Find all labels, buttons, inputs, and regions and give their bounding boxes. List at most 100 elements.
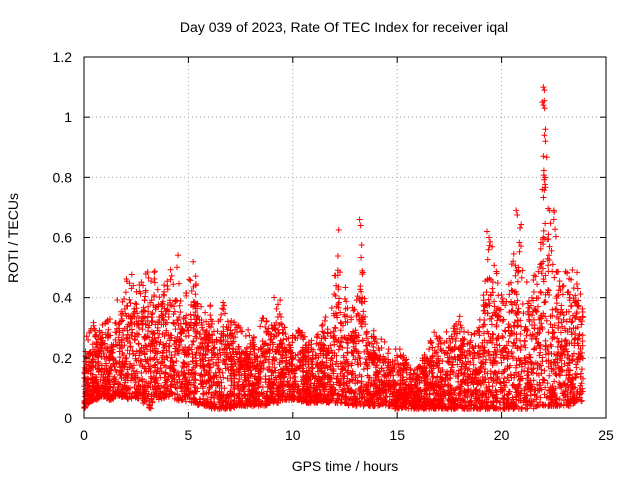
- roti-point: [512, 272, 519, 279]
- roti-point: [493, 270, 500, 277]
- roti-point: [272, 396, 279, 403]
- roti-point: [338, 320, 345, 327]
- roti-point: [474, 327, 481, 334]
- roti-point: [279, 358, 286, 365]
- roti-point: [224, 338, 231, 345]
- roti-point: [573, 280, 580, 287]
- roti-point: [248, 387, 255, 394]
- roti-point: [537, 261, 544, 268]
- roti-point: [222, 346, 229, 353]
- roti-point: [326, 372, 333, 379]
- roti-point: [292, 373, 299, 380]
- roti-point: [440, 347, 447, 354]
- roti-point: [541, 367, 548, 374]
- roti-point: [118, 361, 125, 368]
- roti-point: [540, 310, 547, 317]
- roti-point: [447, 339, 454, 346]
- roti-point: [128, 271, 135, 278]
- roti-point: [114, 297, 121, 304]
- roti-point: [337, 319, 344, 326]
- roti-point: [406, 371, 413, 378]
- roti-point: [123, 335, 130, 342]
- roti-point: [355, 312, 362, 319]
- roti-point: [116, 348, 123, 355]
- roti-point: [344, 382, 351, 389]
- roti-point: [232, 348, 239, 355]
- roti-point: [348, 377, 355, 384]
- roti-point: [128, 395, 135, 402]
- roti-point: [118, 375, 125, 382]
- roti-point: [147, 405, 154, 412]
- roti-point: [269, 360, 276, 367]
- roti-point: [491, 262, 498, 269]
- roti-point: [499, 295, 506, 302]
- roti-point: [168, 272, 175, 279]
- roti-point: [400, 362, 407, 369]
- roti-point: [168, 354, 175, 361]
- roti-point: [461, 370, 468, 377]
- roti-point: [538, 270, 545, 277]
- roti-point: [215, 318, 222, 325]
- roti-point: [101, 340, 108, 347]
- roti-point: [227, 327, 234, 334]
- roti-point: [429, 344, 436, 351]
- roti-point: [549, 268, 556, 275]
- roti-point: [150, 369, 157, 376]
- roti-point: [241, 361, 248, 368]
- roti-point: [505, 348, 512, 355]
- roti-point: [579, 338, 586, 345]
- roti-point: [514, 269, 521, 276]
- roti-point: [152, 304, 159, 311]
- roti-point: [133, 305, 140, 312]
- roti-point: [297, 331, 304, 338]
- roti-point: [487, 238, 494, 245]
- roti-point: [573, 310, 580, 317]
- roti-point: [151, 269, 158, 276]
- roti-point: [445, 344, 452, 351]
- roti-point: [545, 231, 552, 238]
- roti-point: [476, 332, 483, 339]
- roti-point: [257, 358, 264, 365]
- roti-point: [183, 289, 190, 296]
- roti-point: [263, 348, 270, 355]
- roti-point: [385, 346, 392, 353]
- roti-point: [112, 336, 119, 343]
- roti-point: [335, 375, 342, 382]
- roti-point: [125, 321, 132, 328]
- roti-point: [444, 382, 451, 389]
- roti-point: [348, 314, 355, 321]
- roti-point: [507, 371, 514, 378]
- roti-point: [342, 389, 349, 396]
- roti-point: [465, 329, 472, 336]
- roti-point: [176, 314, 183, 321]
- roti-point: [404, 364, 411, 371]
- roti-point: [355, 338, 362, 345]
- roti-point: [275, 301, 282, 308]
- roti-point: [360, 366, 367, 373]
- roti-point: [327, 342, 334, 349]
- roti-point: [521, 395, 528, 402]
- roti-point: [271, 294, 278, 301]
- roti-point: [180, 364, 187, 371]
- roti-point: [577, 370, 584, 377]
- roti-point: [309, 364, 316, 371]
- roti-point: [341, 295, 348, 302]
- roti-point: [217, 337, 224, 344]
- roti-point: [545, 262, 552, 269]
- roti-point: [292, 335, 299, 342]
- roti-point: [82, 358, 89, 365]
- roti-point: [241, 366, 248, 373]
- roti-point: [525, 298, 532, 305]
- roti-point: [115, 321, 122, 328]
- roti-point: [349, 376, 356, 383]
- roti-point: [140, 344, 147, 351]
- roti-point: [382, 358, 389, 365]
- roti-point: [432, 378, 439, 385]
- roti-point: [170, 359, 177, 366]
- roti-point: [220, 299, 227, 306]
- roti-point: [463, 361, 470, 368]
- roti-point: [360, 387, 367, 394]
- roti-point: [182, 374, 189, 381]
- roti-point: [502, 349, 509, 356]
- roti-point: [435, 343, 442, 350]
